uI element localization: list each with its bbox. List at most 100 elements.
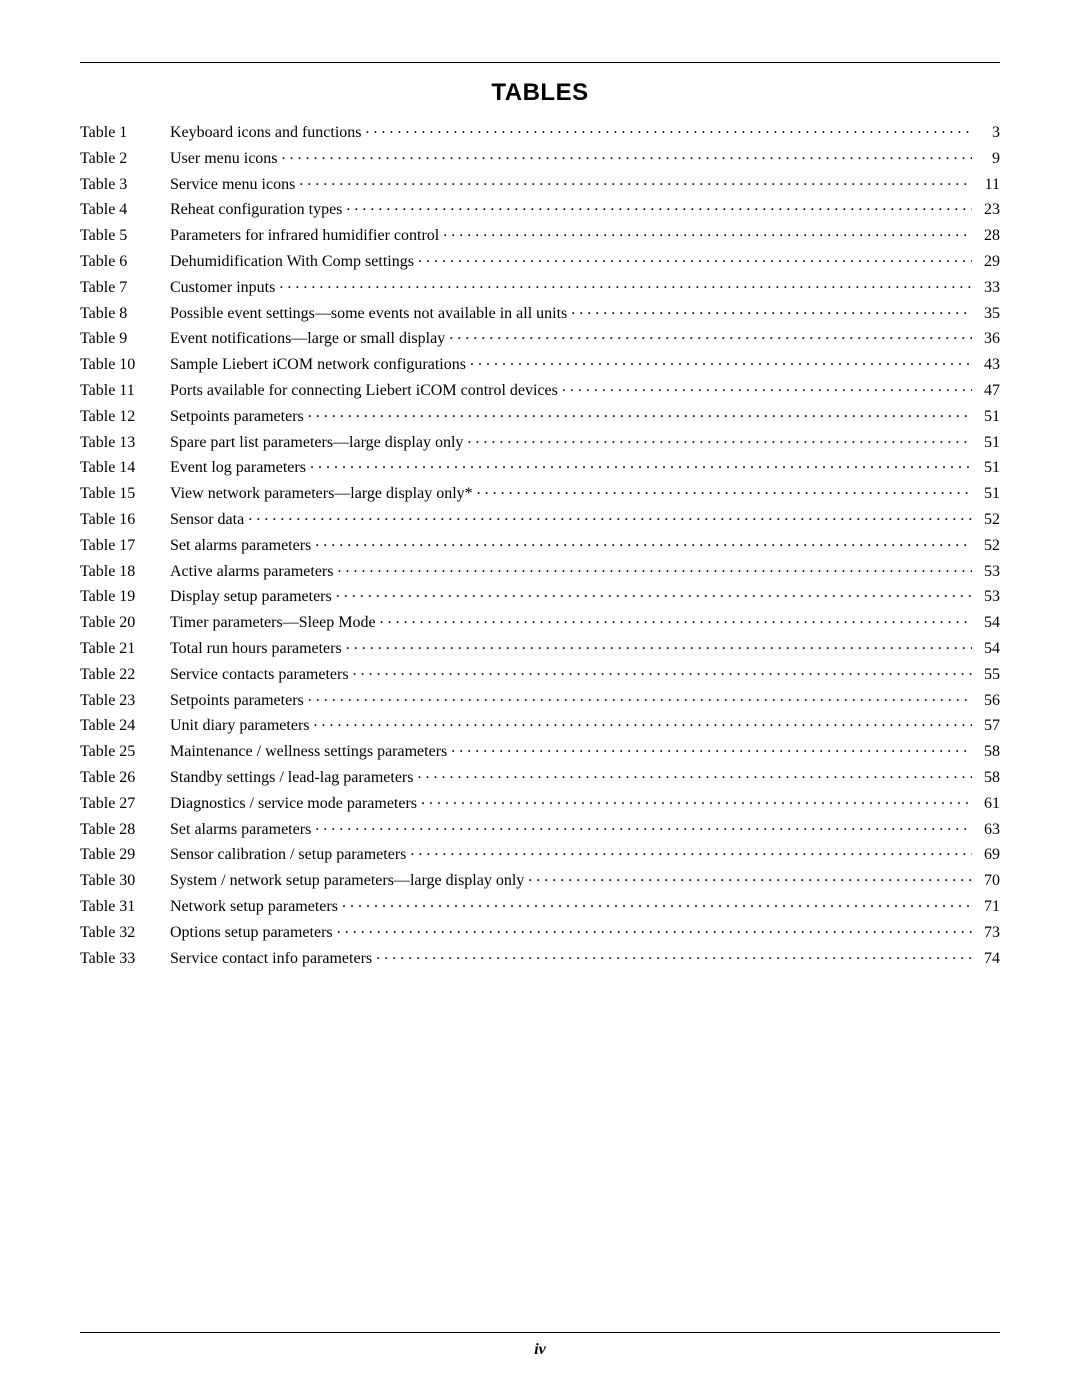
toc-row: Table 12Setpoints parameters 51	[80, 405, 1000, 425]
toc-label: Table 26	[80, 770, 170, 786]
toc-page: 53	[976, 564, 1000, 580]
toc-row: Table 20Timer parameters—Sleep Mode54	[80, 611, 1000, 631]
toc-title: Sensor data	[170, 512, 244, 528]
toc-row: Table 5Parameters for infrared humidifie…	[80, 224, 1000, 244]
toc-row: Table 16Sensor data52	[80, 508, 1000, 528]
toc-label: Table 1	[80, 125, 170, 141]
toc-title: User menu icons	[170, 151, 278, 167]
toc-title: Customer inputs	[170, 280, 275, 296]
toc-label: Table 33	[80, 951, 170, 967]
toc-row: Table 14Event log parameters51	[80, 456, 1000, 476]
toc-row: Table 29Sensor calibration / setup param…	[80, 843, 1000, 863]
toc-title: Display setup parameters	[170, 589, 332, 605]
toc-label: Table 8	[80, 306, 170, 322]
toc-row: Table 32Options setup parameters73	[80, 921, 1000, 941]
toc-title: Dehumidification With Comp settings	[170, 254, 414, 270]
toc-label: Table 11	[80, 383, 170, 399]
toc-row: Table 3Service menu icons11	[80, 173, 1000, 193]
toc-label: Table 19	[80, 589, 170, 605]
toc-leader	[342, 895, 972, 911]
toc-title: Total run hours parameters	[170, 641, 342, 657]
toc-label: Table 31	[80, 899, 170, 915]
toc-row: Table 33Service contact info parameters7…	[80, 947, 1000, 967]
toc-title: Parameters for infrared humidifier contr…	[170, 228, 439, 244]
toc-leader	[418, 250, 972, 266]
toc-row: Table 26Standby settings / lead-lag para…	[80, 766, 1000, 786]
toc-title: Keyboard icons and functions	[170, 125, 362, 141]
toc-label: Table 4	[80, 202, 170, 218]
toc-label: Table 12	[80, 409, 170, 425]
toc-title: Network setup parameters	[170, 899, 338, 915]
toc-label: Table 17	[80, 538, 170, 554]
toc-row: Table 25Maintenance / wellness settings …	[80, 740, 1000, 760]
toc-label: Table 24	[80, 718, 170, 734]
toc-label: Table 32	[80, 925, 170, 941]
toc-title: System / network setup parameters—large …	[170, 873, 524, 889]
toc-page: 53	[976, 589, 1000, 605]
toc-label: Table 13	[80, 435, 170, 451]
toc-page: 29	[976, 254, 1000, 270]
toc-row: Table 17 Set alarms parameters52	[80, 534, 1000, 554]
toc-row: Table 9Event notifications—large or smal…	[80, 327, 1000, 347]
toc-leader	[337, 921, 972, 937]
toc-title: Possible event settings—some events not …	[170, 306, 567, 322]
toc-page: 28	[976, 228, 1000, 244]
toc-page: 55	[976, 667, 1000, 683]
toc-row: Table 6Dehumidification With Comp settin…	[80, 250, 1000, 270]
toc-row: Table 31Network setup parameters 71	[80, 895, 1000, 915]
toc-label: Table 7	[80, 280, 170, 296]
toc-label: Table 2	[80, 151, 170, 167]
toc-label: Table 20	[80, 615, 170, 631]
toc-title: Sample Liebert iCOM network configuratio…	[170, 357, 466, 373]
toc-title: Setpoints parameters	[170, 409, 304, 425]
toc-title: Standby settings / lead-lag parameters	[170, 770, 413, 786]
toc-label: Table 3	[80, 177, 170, 193]
toc-leader	[451, 740, 972, 756]
toc-title: Sensor calibration / setup parameters	[170, 847, 406, 863]
toc-page: 71	[976, 899, 1000, 915]
toc-leader	[310, 456, 972, 472]
toc-row: Table 30System / network setup parameter…	[80, 869, 1000, 889]
toc-leader	[346, 198, 972, 214]
toc-label: Table 16	[80, 512, 170, 528]
toc-label: Table 18	[80, 564, 170, 580]
toc-label: Table 6	[80, 254, 170, 270]
toc-leader	[282, 147, 972, 163]
toc-title: Unit diary parameters	[170, 718, 310, 734]
toc-row: Table 23Setpoints parameters 56	[80, 689, 1000, 709]
tables-toc: Table 1Keyboard icons and functions3Tabl…	[80, 121, 1000, 967]
toc-leader	[308, 689, 972, 705]
toc-title: View network parameters—large display on…	[170, 486, 473, 502]
toc-page: 74	[976, 951, 1000, 967]
toc-title: Event notifications—large or small displ…	[170, 331, 445, 347]
toc-row: Table 15View network parameters—large di…	[80, 482, 1000, 502]
toc-title: Setpoints parameters	[170, 693, 304, 709]
toc-page: 54	[976, 615, 1000, 631]
toc-page: 11	[976, 177, 1000, 193]
toc-row: Table 10Sample Liebert iCOM network conf…	[80, 353, 1000, 373]
toc-row: Table 2User menu icons9	[80, 147, 1000, 167]
toc-label: Table 23	[80, 693, 170, 709]
toc-page: 51	[976, 435, 1000, 451]
toc-leader	[279, 276, 972, 292]
toc-title: Diagnostics / service mode parameters	[170, 796, 417, 812]
toc-row: Table 22Service contacts parameters55	[80, 663, 1000, 683]
toc-label: Table 29	[80, 847, 170, 863]
toc-label: Table 22	[80, 667, 170, 683]
toc-page: 56	[976, 693, 1000, 709]
toc-page: 51	[976, 409, 1000, 425]
toc-row: Table 21Total run hours parameters54	[80, 637, 1000, 657]
toc-label: Table 14	[80, 460, 170, 476]
toc-page: 51	[976, 460, 1000, 476]
toc-leader	[443, 224, 972, 240]
toc-title: Set alarms parameters	[170, 822, 311, 838]
toc-leader	[314, 714, 973, 730]
toc-leader	[366, 121, 972, 137]
toc-label: Table 9	[80, 331, 170, 347]
toc-row: Table 27Diagnostics / service mode param…	[80, 792, 1000, 812]
toc-leader	[467, 431, 972, 447]
toc-leader	[353, 663, 972, 679]
toc-page: 69	[976, 847, 1000, 863]
toc-label: Table 21	[80, 641, 170, 657]
page-number: iv	[0, 1341, 1080, 1359]
